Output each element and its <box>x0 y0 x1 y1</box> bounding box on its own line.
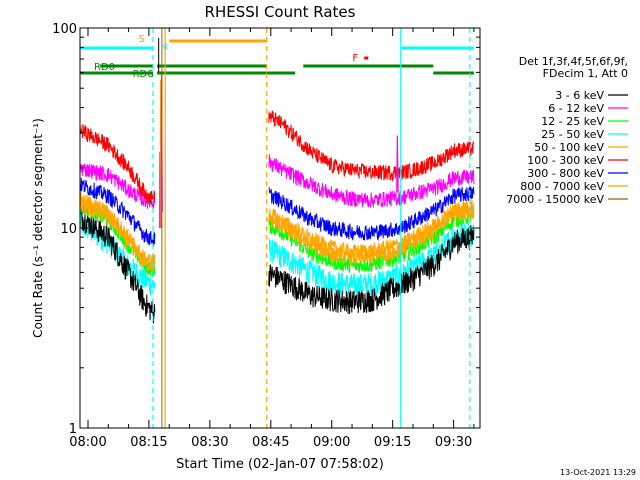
annotation-s: S <box>139 34 145 45</box>
legend-label: 7000 - 15000 keV <box>506 193 604 206</box>
legend-label: 800 - 7000 keV <box>520 180 604 193</box>
x-tick-label: 08:30 <box>191 435 228 450</box>
legend-label: 3 - 6 keV <box>555 89 604 102</box>
series-line-6-12-kev-0 <box>80 163 156 210</box>
annotation-n: N <box>160 42 167 53</box>
legend-label: 12 - 25 keV <box>541 115 604 128</box>
legend-label: 300 - 800 keV <box>527 167 604 180</box>
series-line-50-100-kev-1 <box>268 199 475 260</box>
annotation-rd0: RD0 <box>94 62 115 73</box>
legend-label: 25 - 50 keV <box>541 128 604 141</box>
series-line-25-50-kev-1 <box>268 223 475 298</box>
y-tick-label: 1 <box>69 422 77 437</box>
series-line-50-100-kev-0 <box>80 191 156 269</box>
plot-area: S N F RD0 RD6 <box>80 28 475 428</box>
legend-label: 50 - 100 keV <box>534 141 604 154</box>
legend: Det 1f,3f,4f,5f,6f,9f,FDecim 1, Att 0 3 -… <box>506 55 628 206</box>
series-line-100-300-kev-1 <box>268 110 475 182</box>
x-tick-label: 08:15 <box>130 435 167 450</box>
legend-header: Det 1f,3f,4f,5f,6f,9f, <box>519 55 628 68</box>
x-axis-label: Start Time (02-Jan-07 07:58:02) <box>176 457 384 472</box>
y-axis-label: Count Rate (s⁻¹ detector segment⁻¹) <box>31 118 45 338</box>
chart-title: RHESSI Count Rates <box>205 3 356 21</box>
annotation-f: F <box>352 53 358 64</box>
legend-label: 6 - 12 keV <box>548 102 604 115</box>
x-tick-label: 09:00 <box>313 435 350 450</box>
legend-header: FDecim 1, Att 0 <box>543 67 628 80</box>
x-tick-label: 08:00 <box>69 435 106 450</box>
axes: 1 10 100 08:00 08:15 08:30 08:45 09:00 09:15 09:3… <box>52 22 480 450</box>
x-tick-label: 09:15 <box>374 435 411 450</box>
footer-timestamp: 13-Oct-2021 13:29 <box>560 468 636 477</box>
series-line-800-7000-kev-0 <box>80 197 156 272</box>
series-line-6-12-kev-1 <box>268 154 475 208</box>
magenta-spike <box>396 135 399 193</box>
legend-label: 100 - 300 keV <box>527 154 604 167</box>
x-tick-label: 08:45 <box>252 435 289 450</box>
annotation-rd6: RD6 <box>133 69 154 80</box>
series-line-100-300-kev-0 <box>80 124 156 207</box>
y-tick-label: 10 <box>60 222 77 237</box>
y-tick-label: 100 <box>52 22 77 37</box>
series-line-3-6-kev-0 <box>80 208 156 324</box>
series-line-12-25-kev-1 <box>268 208 475 274</box>
series-line-3-6-kev-1 <box>268 225 475 315</box>
series-line-300-800-kev-1 <box>268 186 475 242</box>
x-tick-label: 09:30 <box>435 435 472 450</box>
series-line-300-800-kev-0 <box>80 177 156 246</box>
